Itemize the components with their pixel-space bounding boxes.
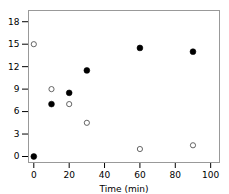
svg-text:20: 20 bbox=[63, 170, 75, 180]
svg-text:9: 9 bbox=[14, 84, 20, 94]
svg-text:3: 3 bbox=[14, 129, 20, 139]
svg-text:60: 60 bbox=[134, 170, 146, 180]
svg-text:6: 6 bbox=[14, 106, 20, 116]
svg-text:15: 15 bbox=[8, 39, 19, 49]
svg-text:80: 80 bbox=[170, 170, 182, 180]
svg-text:0: 0 bbox=[14, 151, 20, 161]
svg-text:100: 100 bbox=[202, 170, 219, 180]
svg-text:0: 0 bbox=[31, 170, 37, 180]
svg-text:Time (min): Time (min) bbox=[99, 184, 149, 194]
svg-text:40: 40 bbox=[99, 170, 111, 180]
svg-text:12: 12 bbox=[8, 62, 19, 72]
svg-text:18: 18 bbox=[8, 17, 20, 27]
